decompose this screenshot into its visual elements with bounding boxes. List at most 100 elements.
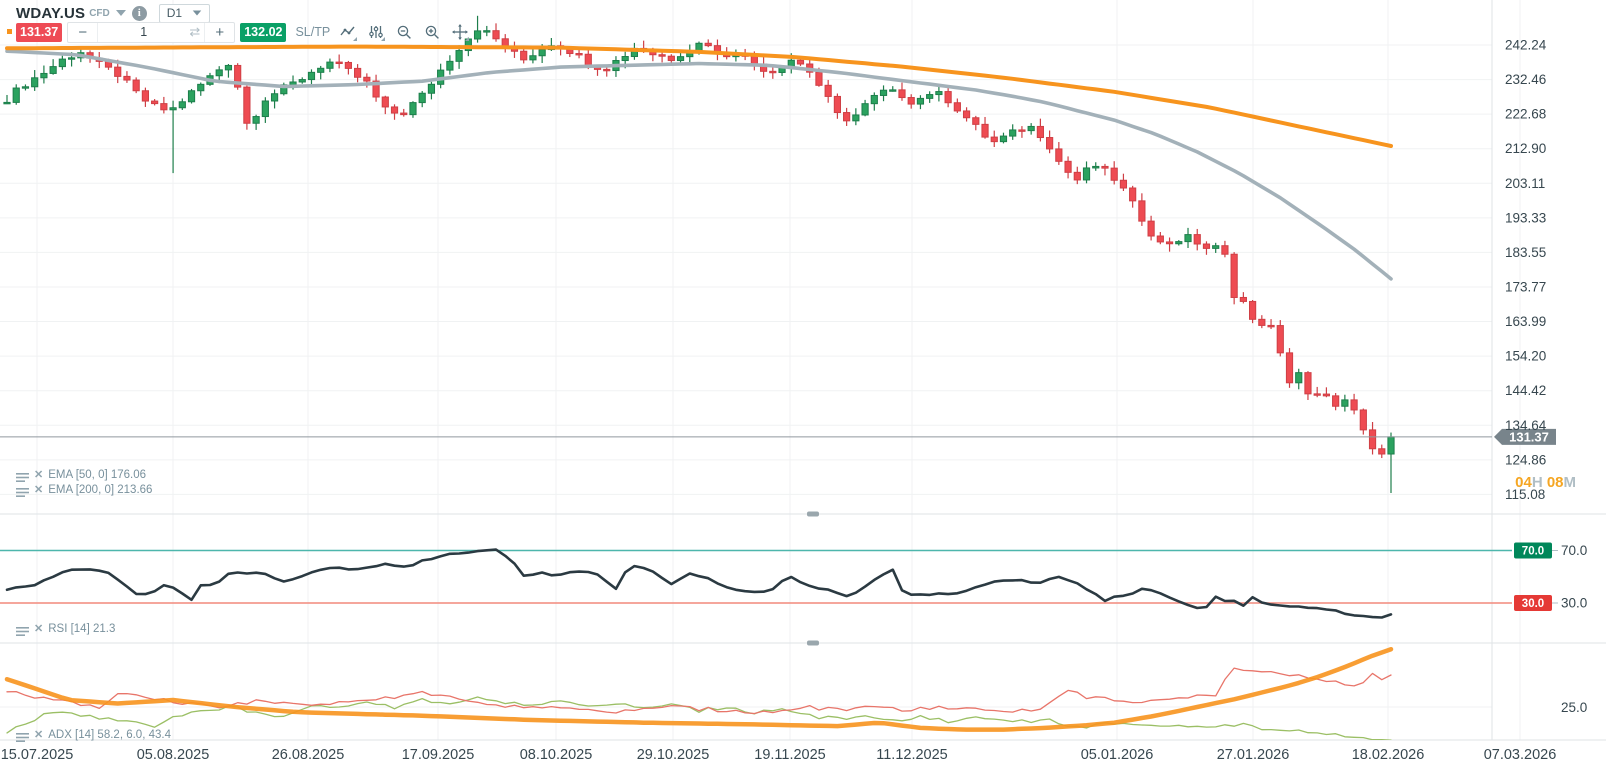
candle xyxy=(1101,165,1109,169)
candle xyxy=(58,58,66,68)
candle xyxy=(372,80,380,98)
candle xyxy=(298,79,306,83)
candle xyxy=(1073,171,1081,181)
candle xyxy=(1046,137,1054,150)
quantity-input[interactable] xyxy=(98,24,190,40)
sell-button[interactable]: 131.37 xyxy=(16,22,63,42)
candle xyxy=(926,94,934,99)
time-axis[interactable]: 15.07.2025 05.08.2025 26.08.2025 17.09.2025… xyxy=(1,747,1557,762)
candle xyxy=(603,68,611,72)
order-panel: 131.37 − ⇄ + 132.02 SL/TP xyxy=(16,21,470,43)
candle xyxy=(1221,245,1229,255)
candle xyxy=(1082,167,1091,181)
sl-tp-button[interactable]: SL/TP xyxy=(295,25,331,39)
date-label: 19.11.2025 xyxy=(754,747,826,762)
market-type-label: CFD xyxy=(89,7,110,19)
candle xyxy=(621,56,629,62)
ema200-legend: ✕ EMA [200, 0] 213.66 xyxy=(16,483,152,497)
zoom-out-icon[interactable] xyxy=(394,23,414,42)
date-label: 05.01.2026 xyxy=(1081,747,1154,762)
candle xyxy=(178,101,186,109)
candle xyxy=(1184,234,1192,243)
candle xyxy=(575,53,583,56)
candle xyxy=(1036,125,1044,139)
candle xyxy=(1092,165,1100,169)
adx-line xyxy=(4,646,1394,732)
rsi-level-badge xyxy=(1514,595,1552,611)
candle xyxy=(870,94,878,105)
candle xyxy=(1332,395,1340,407)
candle xyxy=(898,89,906,99)
candles-layer[interactable] xyxy=(3,15,1395,493)
candle xyxy=(270,93,279,102)
indicators-icon[interactable] xyxy=(366,23,386,42)
candle xyxy=(1212,245,1220,249)
timeframe-caret-icon xyxy=(192,10,202,16)
expiry-timer: 04H 08M xyxy=(1515,474,1576,491)
candle xyxy=(1147,220,1155,237)
candle xyxy=(1313,393,1321,396)
candle xyxy=(1009,129,1017,137)
candle xyxy=(1258,318,1266,326)
adx-level-label: 25.0 xyxy=(1561,700,1587,715)
date-label: 17.09.2025 xyxy=(402,747,475,762)
candle xyxy=(151,100,159,105)
buy-button[interactable]: 132.02 xyxy=(240,22,287,42)
ema50-line xyxy=(5,49,1393,281)
candle xyxy=(1387,436,1395,455)
minus-di-line xyxy=(6,667,1392,715)
svg-text:131.37: 131.37 xyxy=(1509,429,1549,444)
quantity-decrease-button[interactable]: − xyxy=(68,22,99,42)
price-axis[interactable]: 242.24 232.46 222.68 212.90 203.11 193.33 183.… xyxy=(1505,38,1547,502)
indicator-settings-icon[interactable] xyxy=(16,730,29,742)
indicator-settings-icon[interactable] xyxy=(16,485,29,497)
panel-resize-handle[interactable] xyxy=(807,640,819,646)
zoom-in-icon[interactable] xyxy=(422,23,442,42)
date-label: 29.10.2025 xyxy=(637,747,710,762)
panel-resize-handle[interactable] xyxy=(807,511,819,517)
svg-text:115.08: 115.08 xyxy=(1505,487,1545,502)
candle xyxy=(344,61,352,69)
candle xyxy=(40,72,48,79)
instrument-dropdown-caret-icon[interactable] xyxy=(115,10,126,16)
candle xyxy=(335,61,343,65)
candle xyxy=(1239,296,1247,302)
candle xyxy=(381,96,389,108)
candle xyxy=(1249,300,1257,320)
sync-quantity-icon[interactable]: ⇄ xyxy=(189,24,201,39)
candle xyxy=(49,66,57,74)
remove-indicator-icon[interactable]: ✕ xyxy=(34,483,44,496)
candle xyxy=(3,101,11,105)
adx-legend: ✕ ADX [14] 58.2, 6.0, 43.4 xyxy=(16,728,171,742)
indicator-settings-icon[interactable] xyxy=(16,470,29,482)
quantity-increase-button[interactable]: + xyxy=(204,22,234,42)
candle xyxy=(907,97,915,105)
remove-indicator-icon[interactable]: ✕ xyxy=(34,728,44,741)
candle xyxy=(317,67,325,73)
remove-indicator-icon[interactable]: ✕ xyxy=(34,622,44,635)
info-icon[interactable]: i xyxy=(131,5,147,21)
candle xyxy=(999,135,1008,143)
remove-indicator-icon[interactable]: ✕ xyxy=(34,468,44,481)
candle xyxy=(658,54,666,57)
svg-text:212.90: 212.90 xyxy=(1505,141,1546,156)
candle xyxy=(1304,372,1312,395)
candle xyxy=(1119,179,1128,189)
crosshair-icon[interactable] xyxy=(450,23,470,42)
candle xyxy=(1276,325,1284,354)
order-widget-drag-handle[interactable] xyxy=(7,29,12,34)
current-price-badge: 131.37 xyxy=(1494,428,1556,445)
trend-line-icon[interactable] xyxy=(338,23,358,42)
ema200-line xyxy=(5,44,1393,148)
candle xyxy=(1156,235,1164,243)
candle xyxy=(114,66,122,77)
candle xyxy=(667,55,675,62)
candle xyxy=(160,103,168,111)
timeframe-select[interactable]: D1 xyxy=(158,3,211,23)
candle xyxy=(123,75,131,81)
svg-text:222.68: 222.68 xyxy=(1505,107,1546,122)
candle xyxy=(21,86,30,89)
indicator-settings-icon[interactable] xyxy=(16,624,29,636)
